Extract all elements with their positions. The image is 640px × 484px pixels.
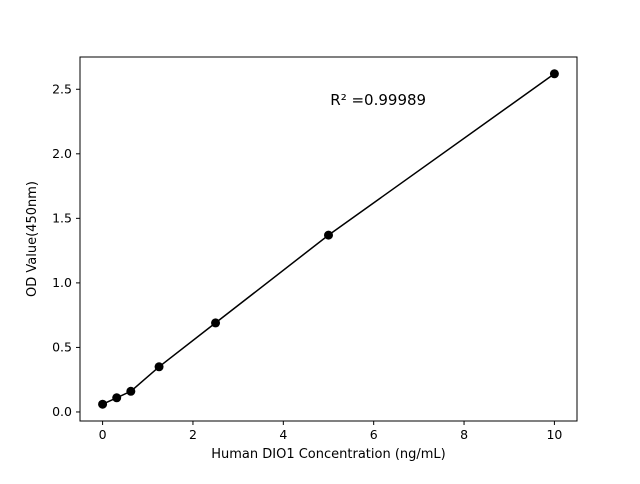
x-axis-tick-label: 8 bbox=[460, 427, 468, 442]
x-axis-tick-label: 6 bbox=[370, 427, 378, 442]
data-point-marker bbox=[98, 399, 108, 409]
data-point-marker bbox=[126, 386, 136, 396]
x-axis-tick-label: 4 bbox=[279, 427, 287, 442]
y-axis-tick-label: 2.0 bbox=[52, 146, 72, 161]
y-axis-label: OD Value(450nm) bbox=[25, 181, 40, 297]
x-axis-tick-label: 10 bbox=[546, 427, 562, 442]
x-axis-tick-label: 0 bbox=[99, 427, 107, 442]
data-point-marker bbox=[154, 362, 164, 372]
y-axis-tick-label: 2.5 bbox=[52, 81, 72, 96]
data-point-marker bbox=[112, 393, 122, 403]
plot-border bbox=[79, 56, 578, 422]
data-point-marker bbox=[211, 318, 221, 328]
data-point-marker bbox=[324, 230, 333, 240]
r-squared-annotation: R² =0.99989 bbox=[330, 91, 426, 109]
y-axis-tick-label: 1.0 bbox=[52, 275, 72, 290]
y-axis-tick-label: 1.5 bbox=[52, 210, 72, 225]
y-axis-tick-label: 0.0 bbox=[52, 404, 72, 419]
x-axis-tick-label: 2 bbox=[189, 427, 197, 442]
data-point-marker bbox=[549, 69, 559, 79]
y-axis-tick-label: 0.5 bbox=[52, 339, 72, 354]
x-axis-label: Human DIO1 Concentration (ng/mL) bbox=[211, 447, 446, 462]
